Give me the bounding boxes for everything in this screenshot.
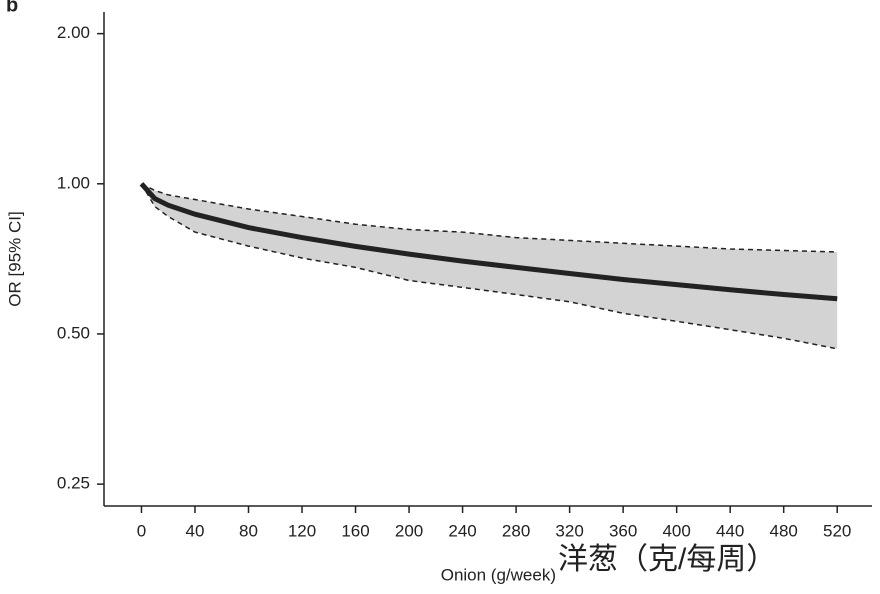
y-tick-label: 0.25 (57, 474, 90, 493)
y-tick-label: 1.00 (57, 173, 90, 192)
y-tick-label: 0.50 (57, 323, 90, 342)
x-tick-label: 280 (502, 521, 530, 540)
x-tick-label: 520 (823, 521, 851, 540)
x-tick-label: 440 (716, 521, 744, 540)
x-tick-label: 480 (770, 521, 798, 540)
panel-label: b (6, 0, 18, 16)
x-tick-label: 320 (555, 521, 583, 540)
x-axis-label: Onion (g/week) (441, 565, 556, 584)
ci-lower-line (140, 183, 838, 350)
estimate-line (139, 182, 838, 302)
x-tick-label: 120 (288, 521, 316, 540)
x-tick-label: 80 (239, 521, 258, 540)
x-tick-label: 360 (609, 521, 637, 540)
ci-upper-line (141, 183, 838, 253)
x-tick-label: 240 (448, 521, 476, 540)
annotation: 洋葱（克/每周） (558, 543, 776, 576)
x-tick-label: 200 (395, 521, 423, 540)
x-tick-label: 40 (186, 521, 205, 540)
x-tick-label: 0 (137, 521, 146, 540)
x-tick-label: 400 (662, 521, 690, 540)
y-axis-label: OR [95% CI] (5, 211, 24, 306)
x-tick-label: 160 (341, 521, 369, 540)
y-tick-label: 2.00 (57, 23, 90, 42)
